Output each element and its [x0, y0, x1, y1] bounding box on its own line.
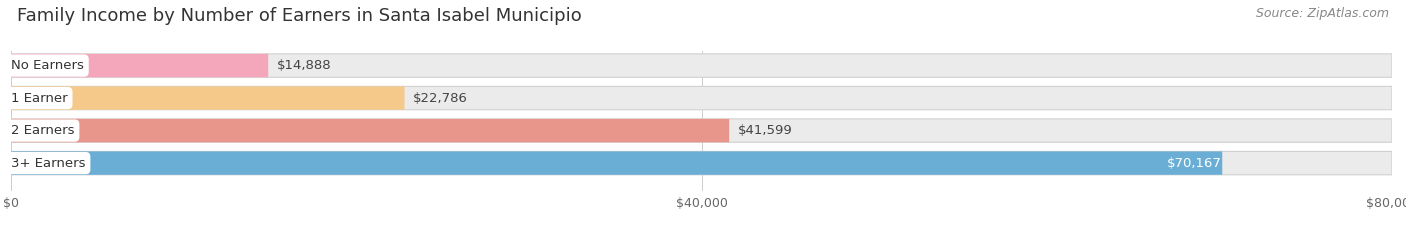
- FancyBboxPatch shape: [11, 151, 1392, 175]
- Text: $70,167: $70,167: [1167, 157, 1222, 170]
- Text: 3+ Earners: 3+ Earners: [11, 157, 86, 170]
- Text: 1 Earner: 1 Earner: [11, 92, 67, 105]
- FancyBboxPatch shape: [11, 54, 269, 77]
- FancyBboxPatch shape: [11, 119, 1392, 142]
- Text: 2 Earners: 2 Earners: [11, 124, 75, 137]
- FancyBboxPatch shape: [11, 86, 1392, 110]
- Text: $41,599: $41,599: [738, 124, 792, 137]
- Text: $22,786: $22,786: [413, 92, 468, 105]
- Text: Source: ZipAtlas.com: Source: ZipAtlas.com: [1256, 7, 1389, 20]
- Text: Family Income by Number of Earners in Santa Isabel Municipio: Family Income by Number of Earners in Sa…: [17, 7, 582, 25]
- Text: No Earners: No Earners: [11, 59, 84, 72]
- FancyBboxPatch shape: [11, 86, 405, 110]
- Text: $14,888: $14,888: [277, 59, 330, 72]
- FancyBboxPatch shape: [11, 119, 730, 142]
- FancyBboxPatch shape: [11, 54, 1392, 77]
- FancyBboxPatch shape: [11, 151, 1222, 175]
